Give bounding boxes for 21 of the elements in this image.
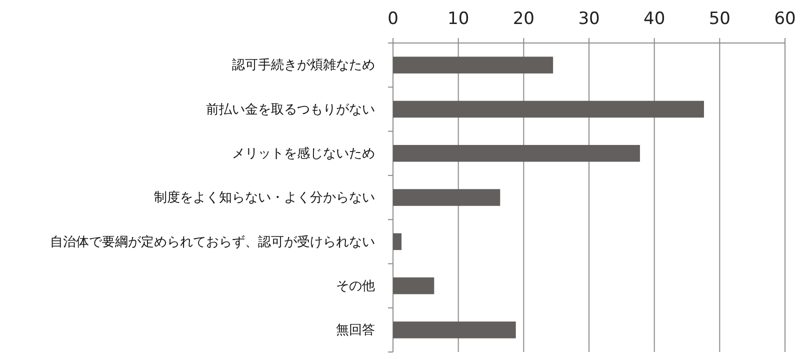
x-tick-label: 20 xyxy=(512,9,534,29)
y-tick-label: 前払い金を取るつもりがない xyxy=(206,102,375,118)
x-tick-label: 50 xyxy=(708,9,730,29)
y-tick-label: 自治体で要綱が定められておらず、認可が受けられない xyxy=(50,234,375,250)
y-tick-label: 認可手続きが煩雑なため xyxy=(232,58,375,74)
bar xyxy=(393,277,434,294)
bar xyxy=(393,189,500,206)
bar xyxy=(393,144,640,162)
x-tick-label: 60 xyxy=(774,9,796,29)
y-tick-label: 制度をよく知らない・よく分からない xyxy=(154,190,375,206)
bar xyxy=(393,56,554,74)
x-tick-label: 30 xyxy=(578,9,600,29)
x-tick-label: 10 xyxy=(448,9,470,29)
y-tick-label: その他 xyxy=(336,278,375,294)
x-tick-label: 0 xyxy=(388,9,398,29)
y-tick-label: 無回答 xyxy=(336,323,375,338)
bar xyxy=(393,322,516,338)
bar xyxy=(393,100,704,118)
y-tick-label: メリットを感じないため xyxy=(232,146,375,162)
x-tick-label: 40 xyxy=(644,9,666,29)
bar xyxy=(393,233,402,250)
